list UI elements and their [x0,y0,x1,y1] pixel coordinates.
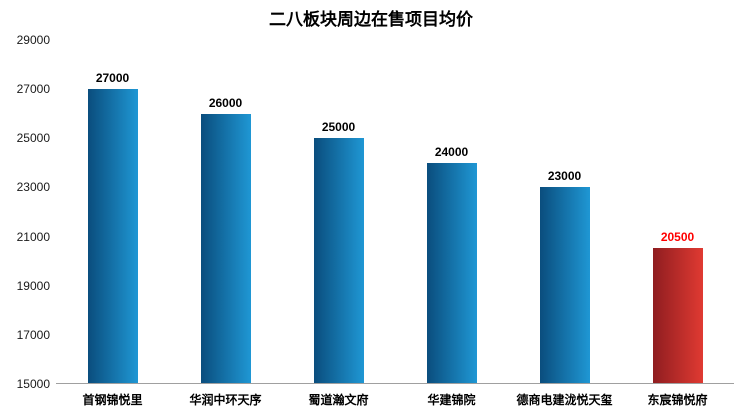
bar-value-label: 23000 [547,169,582,184]
bar [652,248,703,383]
x-axis: 首钢锦悦里 华润中环天序 蜀道瀚文府 华建锦院 德商电建泷悦天玺 东宸锦悦府 [56,384,734,408]
bar-column: 25000 [282,40,395,383]
x-axis-label: 德商电建泷悦天玺 [516,393,613,407]
y-axis-tick: 27000 [16,82,50,97]
bar [87,89,138,383]
bar [313,138,364,383]
y-axis-tick: 23000 [16,180,50,195]
y-axis: 29000 27000 25000 23000 21000 19000 1700… [8,33,56,391]
x-axis-label: 首钢锦悦里 [82,393,143,407]
y-axis-tick: 29000 [16,33,50,47]
y-axis-tick: 15000 [16,377,50,391]
y-axis-tick: 17000 [16,327,50,342]
bar-value-label: 25000 [321,120,356,134]
y-axis-tick: 25000 [16,131,50,146]
bar [539,187,590,383]
bar-value-label: 26000 [208,95,243,110]
bar-value-label: 27000 [95,71,130,86]
bar-column: 27000 [56,40,169,383]
y-axis-tick: 19000 [16,278,50,293]
bar-column: 26000 [169,40,282,383]
plot-area: 27000 26000 25000 24000 23000 20500 [56,40,734,384]
bar-column: 20500 [621,40,734,383]
y-axis-tick: 21000 [16,229,50,244]
x-axis-label: 蜀道瀚文府 [308,393,369,407]
x-axis-label: 东宸锦悦府 [647,393,708,407]
bar-value-label: 20500 [660,230,695,245]
chart-title: 二八板块周边在售项目均价 [269,10,473,29]
bar-column: 23000 [508,40,621,383]
bar-column: 24000 [395,40,508,383]
bar [200,113,251,383]
bar [426,162,477,383]
bar-value-label: 24000 [434,144,469,159]
x-axis-label: 华润中环天序 [189,393,262,407]
x-axis-label: 华建锦院 [427,393,476,407]
chart-body: 29000 27000 25000 23000 21000 19000 1700… [8,33,734,391]
